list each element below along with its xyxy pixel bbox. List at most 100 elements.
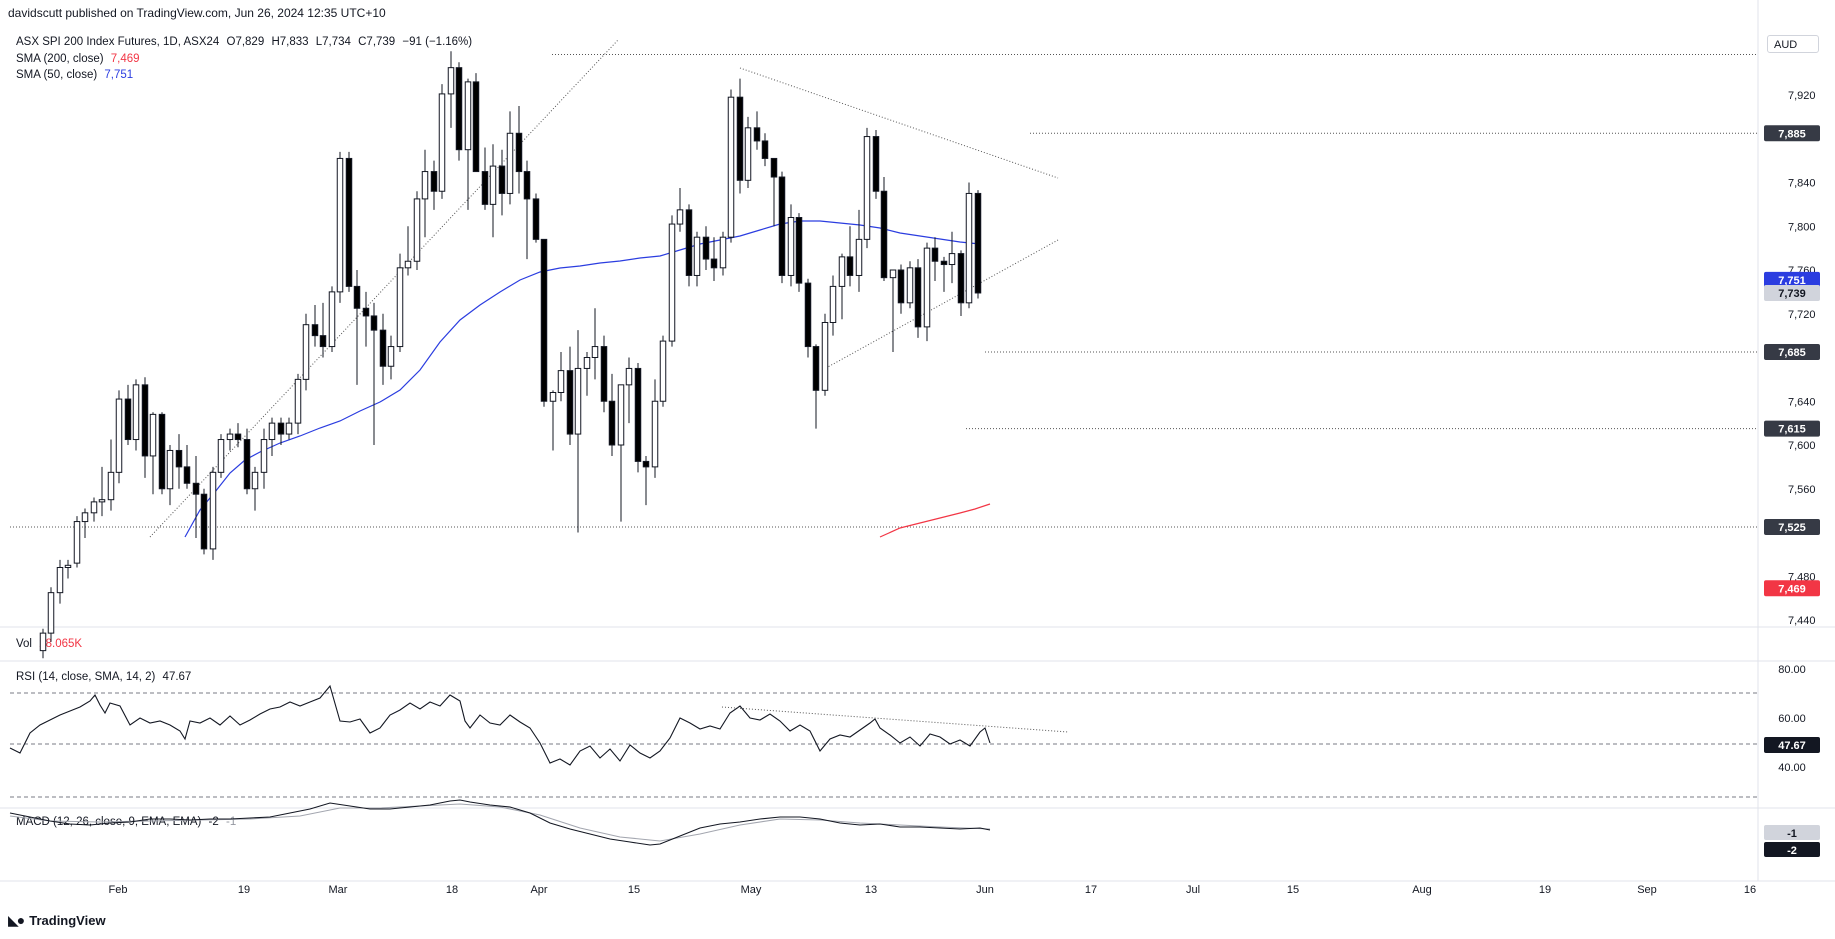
candle <box>438 84 446 199</box>
candle <box>345 151 353 292</box>
candle <box>957 250 965 316</box>
candle-body <box>948 253 956 266</box>
candle-body <box>302 324 310 380</box>
candle <box>965 182 973 309</box>
candle-body <box>804 282 812 348</box>
rsi-badge: 47.67 <box>1764 737 1820 753</box>
price-badge: 7,885 <box>1764 125 1820 142</box>
candle-body <box>319 335 327 348</box>
candle-body <box>557 370 565 393</box>
candle-body <box>710 258 718 269</box>
candle-body <box>481 171 489 205</box>
tradingview-brand: TradingView <box>29 913 106 928</box>
ohlc-open: O7,829 <box>226 36 265 48</box>
ohlc-change: −91 (−1.16%) <box>402 36 473 48</box>
ohlc-high: H7,833 <box>271 36 309 48</box>
candle-body <box>328 291 336 348</box>
x-tick-label: Mar <box>329 884 348 896</box>
candle <box>855 209 863 292</box>
candle-body <box>464 81 472 151</box>
candle-body <box>897 269 905 304</box>
candle-body <box>821 322 829 391</box>
symbol-title[interactable]: ASX SPI 200 Index Futures, 1D, ASX24 <box>16 36 220 48</box>
x-tick-label: 18 <box>446 884 458 896</box>
volume-legend: Vol 28.065K <box>16 638 82 650</box>
candle <box>540 238 548 407</box>
sma200-legend-row[interactable]: SMA (200, close) 7,469 <box>16 51 472 68</box>
x-tick-label: Aug <box>1412 884 1432 896</box>
candle <box>651 379 659 478</box>
candle-body <box>39 632 47 652</box>
candle <box>914 259 922 338</box>
candle <box>260 428 268 489</box>
sma200-line <box>879 503 991 538</box>
candle <box>158 412 166 495</box>
candle <box>872 130 880 199</box>
candle <box>302 313 310 391</box>
price-badge-bg <box>1764 125 1820 142</box>
candle <box>39 628 47 659</box>
x-tick-label: 13 <box>865 884 877 896</box>
rsi-line <box>9 684 991 766</box>
candle <box>251 466 259 511</box>
candle <box>209 466 217 560</box>
candle-body <box>73 521 81 564</box>
price-badge-label: 7,469 <box>1778 583 1806 595</box>
candle-body <box>702 236 710 260</box>
x-tick-label: 15 <box>628 884 640 896</box>
candle-body <box>761 140 769 159</box>
x-tick-label: Feb <box>109 884 128 896</box>
candle-body <box>787 217 795 276</box>
candle-body <box>889 269 897 279</box>
candle-body <box>923 247 931 328</box>
currency-selector[interactable]: AUD <box>1767 35 1819 53</box>
candle-body <box>931 247 939 262</box>
candle <box>557 352 565 402</box>
candle <box>311 305 319 347</box>
rsi-tick-label: 40.00 <box>1778 762 1806 774</box>
candle-body <box>285 422 293 435</box>
candle <box>421 149 429 238</box>
sma50-line <box>184 220 981 538</box>
sma200-value: 7,469 <box>110 52 140 65</box>
candle-body <box>260 439 268 473</box>
candle-body <box>90 501 98 514</box>
candle <box>506 111 514 205</box>
candle <box>583 352 591 396</box>
rsi-legend: RSI (14, close, SMA, 14, 2) 47.67 <box>16 671 191 683</box>
price-badge: 7,739 <box>1764 284 1820 301</box>
candle <box>702 226 710 270</box>
candle-body <box>447 67 455 95</box>
macd-line <box>9 799 991 846</box>
candle <box>591 308 599 380</box>
candle <box>226 428 234 451</box>
candle-body <box>498 165 506 194</box>
tradingview-logo[interactable]: ◣● TradingView <box>8 912 106 929</box>
candle <box>404 226 412 276</box>
candle-body <box>311 324 319 337</box>
candle-body <box>243 439 251 490</box>
candle <box>787 204 795 287</box>
y-tick-label: 7,600 <box>1788 440 1816 452</box>
candle <box>183 445 191 489</box>
candle <box>940 256 948 292</box>
x-tick-label: 16 <box>1744 884 1756 896</box>
macd-badge: -2 <box>1764 842 1820 857</box>
candle <box>948 231 956 284</box>
candle-body <box>727 96 735 238</box>
sma50-label: SMA (50, close) <box>16 69 98 81</box>
trendline <box>825 239 1059 369</box>
candle <box>294 373 302 435</box>
rsi-badge-bg <box>1764 737 1820 753</box>
candle-body <box>209 471 217 550</box>
macd-badge-label: -2 <box>1787 845 1797 857</box>
candle <box>413 191 421 270</box>
macd-value: -2 <box>208 816 219 828</box>
candle-body <box>634 367 642 462</box>
x-tick-label: 19 <box>1539 884 1551 896</box>
candle-body <box>107 471 115 501</box>
candle <box>974 190 982 299</box>
sma50-legend-row[interactable]: SMA (50, close) 7,751 <box>16 67 472 84</box>
candle <box>455 62 463 161</box>
